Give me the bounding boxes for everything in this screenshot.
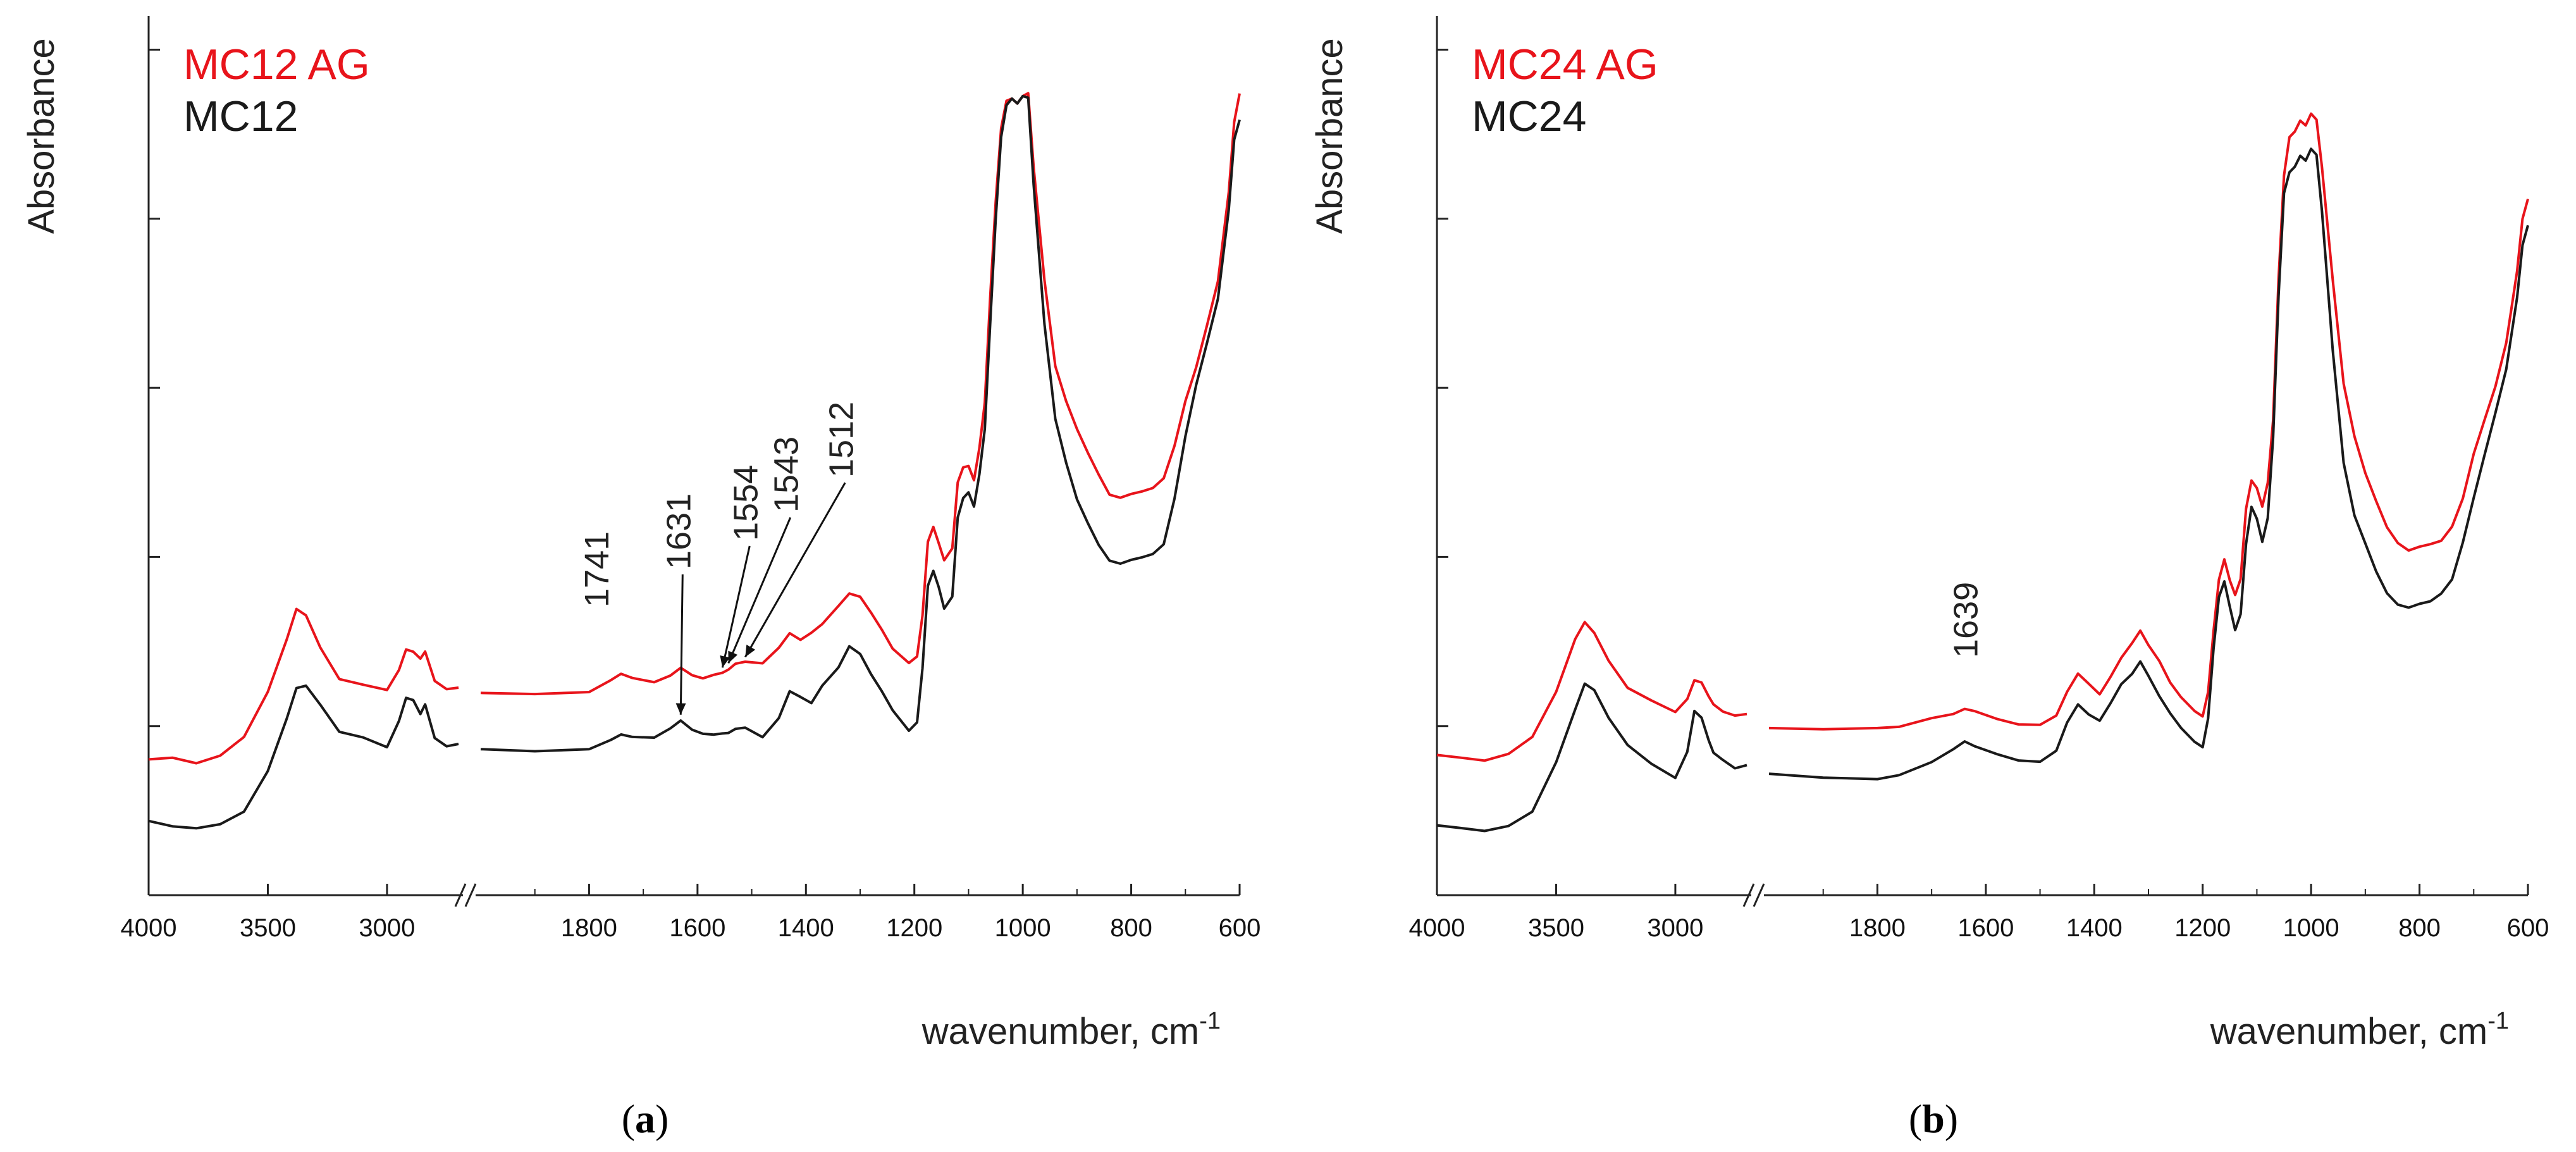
x-axis-title-text: wavenumber, cm — [2210, 1011, 2487, 1052]
series-line-mc12-ag-right — [480, 92, 1241, 696]
series-line-mc24-ag-left — [1436, 621, 1747, 762]
caption-paren-open: ( — [622, 1096, 635, 1141]
annotation-label: 1741 — [578, 531, 616, 607]
x-tick-label: 1800 — [561, 914, 617, 942]
annotation-arrow — [679, 574, 684, 715]
annotation-arrowhead — [720, 655, 730, 668]
plot-group-a: 4000 3500 3000 1800 1600 1400 1200 1000 800 600 Ab… — [21, 16, 1260, 1141]
x-tick-label: 1200 — [886, 914, 942, 942]
x-axis-title: wavenumber, cm-1 — [921, 1008, 1221, 1052]
chart-panel-b: 4000 3500 3000 1800 1600 1400 1200 1000 800 600 Ab… — [1309, 16, 2549, 1141]
y-axis-title: Absorbance — [1309, 38, 1350, 234]
series-line-mc12-left — [148, 684, 459, 830]
x-tick-label: 1000 — [995, 914, 1051, 942]
annotation-arrow — [744, 482, 846, 658]
x-axis-title-text: wavenumber, cm — [921, 1011, 1199, 1052]
annotation-arrowhead — [745, 645, 756, 657]
caption-label: a — [635, 1096, 655, 1141]
x-tick-label: 4000 — [121, 914, 177, 942]
x-tick-label: 800 — [1110, 914, 1152, 942]
x-tick-label: 600 — [2507, 914, 2549, 942]
annotation-label: 1554 — [727, 465, 765, 541]
panel-caption: (a) — [622, 1096, 669, 1141]
caption-paren-close: ) — [655, 1096, 669, 1141]
annotation-arrow — [727, 517, 792, 664]
x-axis-title-superscript: -1 — [2487, 1008, 2509, 1034]
chart-panel-a: 4000 3500 3000 1800 1600 1400 1200 1000 800 600 Ab… — [21, 16, 1260, 1141]
annotation-label: 1631 — [660, 493, 698, 569]
axis-break-mark — [464, 883, 477, 907]
x-tick-label: 3500 — [240, 914, 296, 942]
y-axis-title: Absorbance — [21, 38, 62, 234]
axis-break-mark — [1753, 883, 1765, 907]
series-line-mc12-right — [480, 94, 1241, 753]
x-tick-label: 1600 — [1957, 914, 2014, 942]
series-line-mc12-ag-left — [148, 607, 459, 765]
series-line-mc24-right — [1768, 147, 2529, 781]
x-tick-label: 4000 — [1409, 914, 1465, 942]
x-tick-label: 1400 — [778, 914, 834, 942]
series-line-mc24-left — [1436, 682, 1747, 833]
x-tick-label: 3000 — [1647, 914, 1703, 942]
annotation-arrowhead — [675, 703, 686, 715]
legend-entry: MC12 AG — [183, 40, 370, 89]
series-line-mc24-ag-right — [1768, 112, 2529, 731]
annotation-arrowhead — [728, 650, 738, 664]
annotation-label: 1639 — [1947, 582, 1985, 658]
legend-entry: MC24 AG — [1472, 40, 1658, 89]
plot-group-b: 4000 3500 3000 1800 1600 1400 1200 1000 800 600 Ab… — [1309, 16, 2549, 1141]
panel-caption: (b) — [1909, 1096, 1958, 1141]
axis-break-mark — [454, 883, 467, 907]
x-tick-label: 3000 — [359, 914, 415, 942]
x-axis-title-superscript: -1 — [1199, 1008, 1221, 1034]
annotation-label: 1512 — [822, 402, 860, 478]
caption-label: b — [1922, 1096, 1945, 1141]
x-tick-label: 1200 — [2174, 914, 2231, 942]
legend-entry: MC12 — [183, 92, 298, 140]
annotation-arrow — [721, 545, 751, 668]
x-tick-label: 800 — [2398, 914, 2441, 942]
x-axis-title: wavenumber, cm-1 — [2210, 1008, 2509, 1052]
caption-paren-open: ( — [1909, 1096, 1922, 1141]
x-tick-label: 3500 — [1528, 914, 1584, 942]
x-tick-label: 1800 — [1849, 914, 1906, 942]
x-tick-label: 1400 — [2066, 914, 2123, 942]
x-tick-label: 1000 — [2283, 914, 2339, 942]
axis-break-mark — [1742, 883, 1755, 907]
annotation-label: 1543 — [768, 437, 806, 512]
x-tick-label: 600 — [1219, 914, 1261, 942]
caption-paren-close: ) — [1945, 1096, 1958, 1141]
legend-entry: MC24 — [1472, 92, 1586, 140]
x-tick-label: 1600 — [669, 914, 725, 942]
